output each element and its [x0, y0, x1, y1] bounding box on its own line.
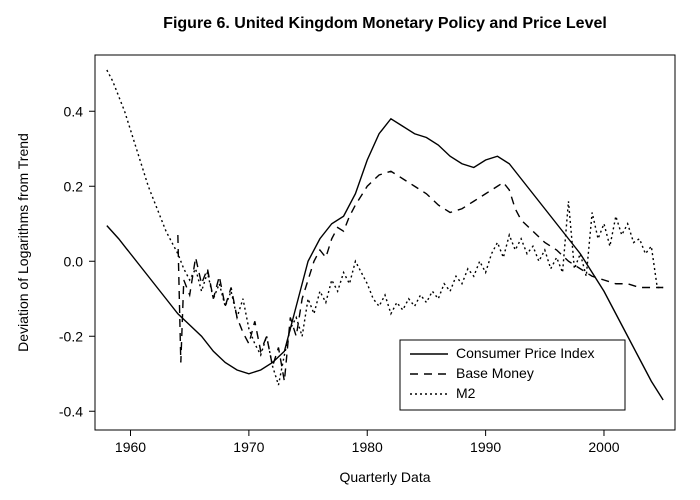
legend-label: M2	[456, 385, 476, 401]
legend-label: Consumer Price Index	[456, 345, 595, 361]
y-tick-label: 0.4	[64, 103, 84, 119]
plot-box	[95, 55, 675, 430]
chart-container: Figure 6. United Kingdom Monetary Policy…	[0, 0, 700, 500]
series-m2	[107, 70, 663, 385]
x-tick-label: 1960	[115, 439, 146, 455]
y-tick-label: 0.2	[64, 178, 84, 194]
x-tick-label: 1970	[233, 439, 264, 455]
chart-svg: Figure 6. United Kingdom Monetary Policy…	[0, 0, 700, 500]
x-axis-title: Quarterly Data	[339, 469, 430, 485]
legend: Consumer Price Index Base Money M2	[400, 340, 625, 410]
legend-label: Base Money	[456, 365, 534, 381]
chart-title: Figure 6. United Kingdom Monetary Policy…	[163, 15, 607, 32]
y-tick-label: 0.0	[64, 253, 84, 269]
x-tick-label: 1980	[352, 439, 383, 455]
y-tick-label: -0.4	[59, 403, 83, 419]
x-tick-label: 1990	[470, 439, 501, 455]
y-tick-label: -0.2	[59, 328, 83, 344]
x-tick-label: 2000	[588, 439, 619, 455]
y-axis-title: Deviation of Logarithms from Trend	[15, 133, 31, 352]
